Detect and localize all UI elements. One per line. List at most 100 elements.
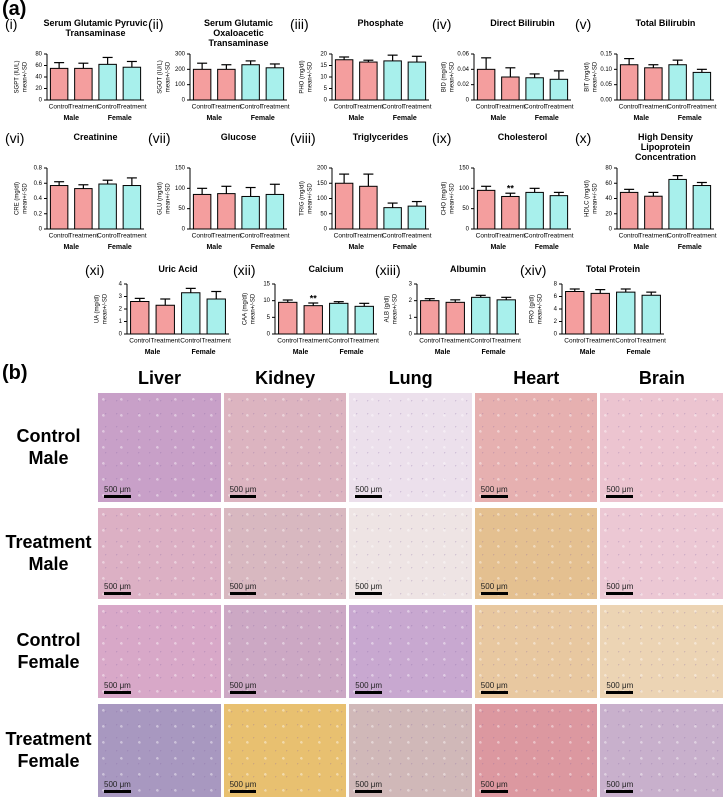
y-tick-label: 0.4 [34,196,43,202]
group-label: Female [108,115,132,122]
x-tick-label: Control [97,104,119,111]
y-axis-label: mean+/-SD [308,61,314,92]
bar [644,195,663,230]
chart-label: (vii) [148,130,171,146]
chart-svg: BID (mg/dl) mean+/-SD 0 0.02 0.04 0.06 Control… [442,52,574,122]
y-tick-label: 0.15 [600,52,612,58]
group-label: Male [293,349,309,356]
micrograph: 500 μm [223,704,347,797]
x-tick-label: Control [476,233,498,240]
micrograph: 500 μm [600,393,723,502]
x-tick-label: Treatment [441,338,471,345]
bar [98,63,117,101]
y-axis-label: CAA (mg/dl) [243,293,249,325]
column-header: Brain [638,368,685,388]
x-tick-label: Control [524,233,546,240]
y-tick-label: 0 [409,332,413,338]
y-tick-label: 150 [175,166,186,172]
bar [74,188,93,230]
chart: BID (mg/dl) mean+/-SD 0 0.02 0.04 0.06 Control… [432,16,575,126]
chart-svg: CAA (mg/dl) mean+/-SD 0 5 10 15 Control ** Treat… [243,282,380,356]
scale-bar: 500 μm [355,582,383,595]
y-tick-label: 0 [119,332,123,338]
bar [181,292,201,335]
y-tick-label: 0 [609,227,613,233]
y-tick-label: 1 [409,315,413,321]
bar [130,301,150,335]
bar [407,205,427,230]
bar [549,78,569,101]
chart-label: (i) [5,16,18,32]
chart-label: (vi) [5,130,25,146]
micrograph: 500 μm [349,605,472,698]
bar [383,207,402,230]
y-axis-label: UA (mg/dl) [95,295,101,323]
x-tick-label: Control [192,104,214,111]
y-tick-label: 100 [459,186,470,192]
y-axis-label: SGPT (IU/L) [15,61,21,94]
y-axis-label: GLU (mg/dl) [158,182,164,215]
chart: HDLC (mg/dl) mean+/-SD 0 20 40 60 80 Control Tre… [575,130,718,255]
x-tick-label: Treatment [260,104,290,111]
x-tick-label: Control [129,338,151,345]
bar [98,183,117,230]
bar [334,59,354,101]
chart-label: (v) [575,16,592,32]
bar [501,76,520,101]
chart-label: (xiii) [375,262,401,278]
group-label: Female [535,115,559,122]
scale-bar: 500 μm [229,485,257,498]
y-tick-label: 0 [267,332,271,338]
y-tick-label: 40 [605,196,612,202]
x-tick-label: Treatment [117,233,147,240]
chart: CRE (mg/dl) mean+/-SD 0 0.2 0.4 0.6 0.8 Control… [5,130,148,255]
y-tick-label: 0 [324,227,328,233]
x-tick-label: Treatment [402,104,432,111]
y-tick-label: 200 [175,67,186,73]
bar [192,68,212,101]
y-tick-label: 0.10 [600,67,612,73]
chart: BIT (mg/dl) mean+/-SD 0.00 0.05 0.10 0.15 Cont… [575,16,718,126]
y-axis-label: PHO (mg/dl) [300,60,306,93]
y-axis-label: mean+/-SD [450,183,456,214]
y-axis-label: mean+/-SD [393,293,399,324]
panel-label: (b) [2,362,28,384]
bar [590,292,610,335]
x-tick-label: Treatment [586,338,616,345]
chart: GLU (mg/dl) mean+/-SD 0 50 100 150 Control Trea… [148,130,291,255]
y-tick-label: 80 [35,52,42,58]
y-tick-label: 50 [462,206,469,212]
y-axis-label: mean+/-SD [23,183,29,214]
y-tick-label: 150 [317,181,328,187]
scale-bar: 500 μm [480,780,508,793]
micrograph: 500 μm [474,393,598,502]
column-header: Lung [388,368,433,388]
y-axis-label: mean+/-SD [103,293,109,324]
bar [549,195,569,230]
x-tick-label: Control [619,104,641,111]
scale-bar: 500 μm [229,681,257,694]
bar [641,294,661,335]
x-tick-label: Control [180,338,202,345]
x-tick-label: Treatment [639,233,669,240]
chart-svg: CRE (mg/dl) mean+/-SD 0 0.2 0.4 0.6 0.8 Control… [15,166,147,251]
x-tick-label: Control [615,338,637,345]
bar [122,185,142,230]
micrograph: 500 μm [223,605,347,698]
y-tick-label: 0 [39,98,43,104]
y-tick-label: 60 [35,63,42,69]
x-tick-label: Control [619,233,641,240]
row-header: Control Female [16,630,81,672]
x-tick-label: Treatment [202,338,232,345]
bar [334,182,354,230]
group-label: Male [490,244,506,251]
bar [192,193,212,230]
micrograph: 500 μm [600,704,723,797]
x-tick-label: Control [476,104,498,111]
y-tick-label: 100 [175,82,186,88]
y-tick-label: 2 [554,319,558,325]
